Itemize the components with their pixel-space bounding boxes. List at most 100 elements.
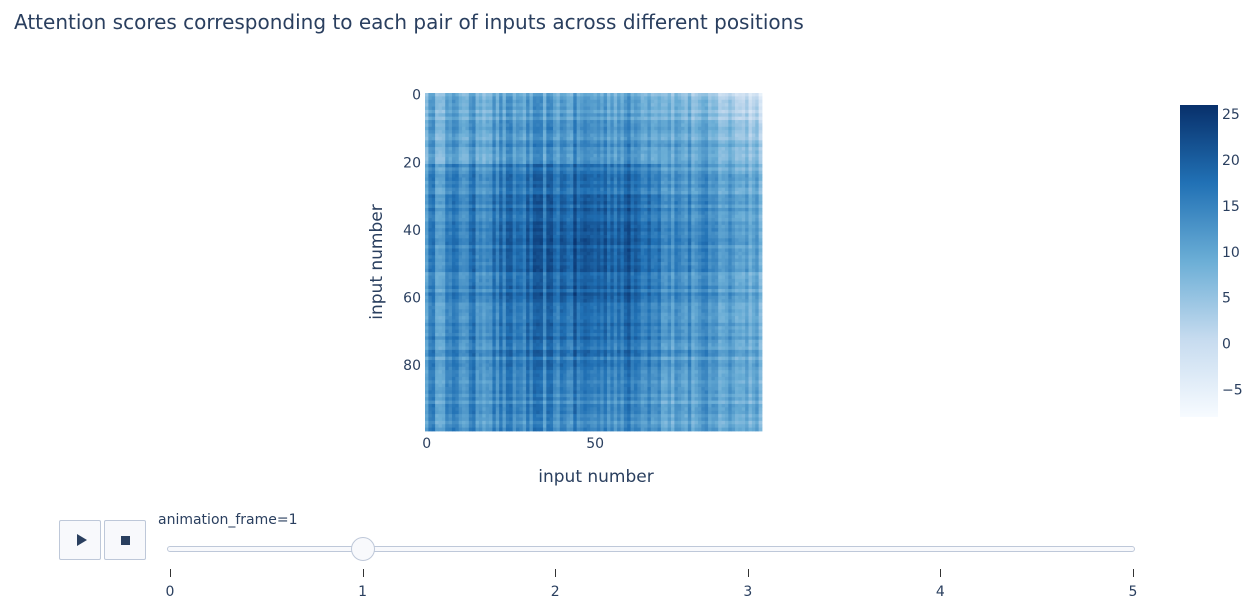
- heatmap-cell: [735, 204, 739, 209]
- heatmap-cell: [714, 170, 719, 175]
- heatmap-cell: [603, 228, 608, 232]
- heatmap-cell: [425, 147, 429, 151]
- heatmap-cell: [667, 248, 672, 253]
- heatmap-cell: [741, 153, 746, 158]
- heatmap-cell: [475, 201, 480, 205]
- heatmap-cell: [502, 177, 507, 182]
- heatmap-cell: [745, 103, 749, 107]
- heatmap-cell: [630, 207, 635, 212]
- heatmap-cell: [532, 231, 537, 236]
- heatmap-cell: [630, 170, 635, 175]
- heatmap-cell: [718, 251, 722, 256]
- heatmap-cell: [475, 251, 480, 256]
- heatmap-cell: [482, 170, 487, 175]
- heatmap-cell: [465, 99, 470, 104]
- heatmap-cell: [590, 204, 594, 209]
- heatmap-cell: [697, 103, 702, 107]
- heatmap-cell: [751, 191, 756, 195]
- heatmap-cell: [681, 251, 685, 256]
- heatmap-cell: [492, 99, 497, 104]
- heatmap-cell: [549, 163, 554, 168]
- heatmap-cell: [741, 106, 746, 111]
- heatmap-cell: [610, 194, 615, 199]
- heatmap-cell: [515, 147, 520, 151]
- heatmap-cell: [502, 214, 507, 219]
- heatmap-cell: [556, 160, 561, 165]
- heatmap-cell: [468, 170, 473, 175]
- heatmap-cell: [465, 147, 470, 151]
- heatmap-cell: [529, 133, 534, 138]
- heatmap-cell: [650, 248, 655, 253]
- heatmap-cell: [478, 207, 483, 212]
- heatmap-cell: [566, 248, 571, 253]
- heatmap-cell: [735, 174, 739, 178]
- heatmap-cell: [691, 140, 695, 145]
- heatmap-cell: [728, 187, 733, 192]
- heatmap-cell: [610, 221, 615, 226]
- heatmap-cell: [718, 93, 722, 97]
- heatmap-cell: [644, 245, 648, 249]
- heatmap-cell: [559, 197, 564, 202]
- heatmap-cell: [610, 218, 615, 222]
- heatmap-cell: [445, 211, 449, 216]
- heatmap-cell: [650, 120, 655, 124]
- heatmap-cell: [569, 163, 574, 168]
- heatmap-cell: [475, 120, 480, 124]
- heatmap-cell: [657, 103, 662, 107]
- heatmap-cell: [684, 197, 689, 202]
- heatmap-cell: [650, 93, 655, 97]
- heatmap-cell: [502, 170, 507, 175]
- heatmap-cell: [451, 258, 456, 263]
- heatmap-cell: [435, 167, 439, 172]
- heatmap-cell: [593, 180, 598, 185]
- heatmap-cell: [475, 150, 480, 155]
- heatmap-cell: [512, 248, 517, 253]
- heatmap-cell: [472, 238, 476, 243]
- heatmap-cell: [620, 167, 625, 172]
- heatmap-cell: [748, 140, 753, 145]
- heatmap-cell: [704, 136, 709, 141]
- heatmap-cell: [633, 248, 638, 253]
- heatmap-cell: [613, 218, 618, 222]
- heatmap-cell: [505, 126, 510, 131]
- heatmap-cell: [536, 109, 540, 114]
- heatmap-cell: [441, 99, 446, 104]
- heatmap-cell: [728, 207, 733, 212]
- heatmap-cell: [529, 174, 534, 178]
- heatmap-cell: [583, 180, 588, 185]
- heatmap-cell: [425, 133, 429, 138]
- heatmap-cell: [495, 147, 500, 151]
- heatmap-cell: [731, 197, 736, 202]
- heatmap-cell: [671, 221, 675, 226]
- heatmap-cell: [435, 258, 439, 263]
- heatmap-cell: [704, 214, 709, 219]
- heatmap-cell: [428, 221, 433, 226]
- heatmap-cell: [731, 136, 736, 141]
- heatmap-cell: [644, 136, 648, 141]
- heatmap-cell: [435, 245, 439, 249]
- heatmap-cell: [633, 126, 638, 131]
- heatmap-cell: [515, 228, 520, 232]
- heatmap-cell: [627, 123, 631, 128]
- heatmap-cell: [728, 113, 733, 118]
- heatmap-cell: [586, 140, 591, 145]
- heatmap-cell: [640, 163, 645, 168]
- heatmap-cell: [606, 174, 611, 178]
- heatmap-cell: [435, 187, 439, 192]
- heatmap-cell: [610, 109, 615, 114]
- heatmap-cell: [505, 234, 510, 239]
- heatmap-cell: [526, 187, 530, 192]
- heatmap-cell: [633, 207, 638, 212]
- heatmap-cell: [576, 194, 581, 199]
- heatmap-cell: [735, 197, 739, 202]
- heatmap-cell: [758, 136, 763, 141]
- heatmap-cell: [563, 147, 567, 151]
- heatmap-cell: [671, 106, 675, 111]
- heatmap-cell: [681, 187, 685, 192]
- heatmap-cell: [431, 116, 436, 121]
- heatmap-cell: [431, 187, 436, 192]
- heatmap-cell: [526, 241, 530, 246]
- heatmap-cell: [704, 231, 709, 236]
- heatmap-cell: [549, 116, 554, 121]
- heatmap-cell: [465, 221, 470, 226]
